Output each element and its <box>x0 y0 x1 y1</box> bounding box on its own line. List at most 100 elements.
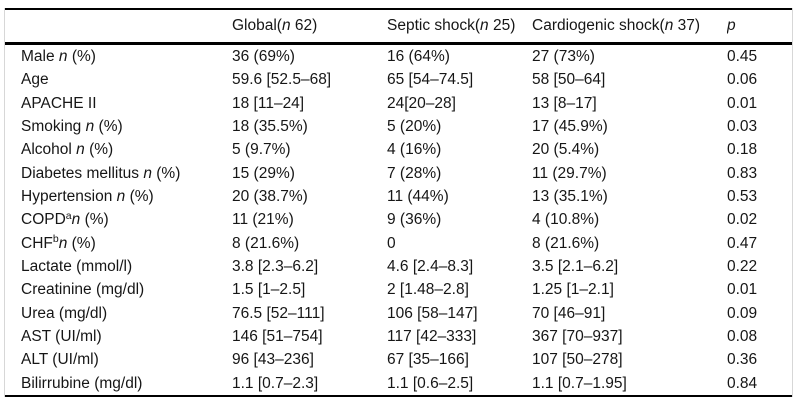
cell-septic-shock: 5 (20%) <box>387 118 442 136</box>
row-label: Urea (mg/dl) <box>5 302 232 325</box>
header-global: Global(n 62) <box>232 9 387 45</box>
cell-septic-shock: 7 (28%) <box>387 164 442 182</box>
cell-p-value: 0.84 <box>727 374 758 392</box>
row-label-text: AST (UI/ml) <box>21 328 102 346</box>
cell-septic-shock: 2 [1.48–2.8] <box>387 281 469 299</box>
row-label-n: n <box>76 141 85 159</box>
row-label-n: n <box>58 234 68 252</box>
header-septic-n: n <box>480 17 489 34</box>
row-label: ALT (UI/ml) <box>5 348 232 371</box>
cell-p-value: 0.03 <box>727 118 758 136</box>
cell-p-value: 0.83 <box>727 164 758 182</box>
table-frame: Global(n 62) Septic shock(n 25) Cardioge… <box>4 8 793 398</box>
header-cardiogenic-text: Cardiogenic shock( <box>532 17 665 34</box>
cell-p-value: 0.08 <box>727 328 758 346</box>
row-label-suffix: (%) <box>125 188 154 206</box>
table-row: Bilirrubine (mg/dl) 1.1 [0.7–2.3] 1.1 [0… <box>5 372 792 396</box>
patient-characteristics-table: Global(n 62) Septic shock(n 25) Cardioge… <box>5 8 792 398</box>
cell-septic-shock: 24[20–28] <box>387 94 456 112</box>
table-row: Lactate (mmol/l) 3.8 [2.3–6.2] 4.6 [2.4–… <box>5 255 792 278</box>
row-label: Diabetes mellitus n (%) <box>5 162 232 185</box>
header-septic-count: 25) <box>488 17 516 34</box>
row-label-n: n <box>58 48 68 65</box>
table-row: Creatinine (mg/dl) 1.5 [1–2.5] 2 [1.48–2… <box>5 278 792 301</box>
cell-cardiogenic-shock: 367 [70–937] <box>532 328 623 346</box>
cell-septic-shock: 117 [42–333] <box>387 328 477 346</box>
row-label-text: CHF <box>21 234 53 252</box>
cell-cardiogenic-shock: 17 (45.9%) <box>532 118 608 136</box>
cell-septic-shock: 11 (44%) <box>387 188 449 206</box>
header-cardiogenic-count: 37) <box>673 17 701 34</box>
row-label-n: n <box>71 211 81 229</box>
row-label: Alcohol n (%) <box>5 138 232 161</box>
header-global-n: n <box>281 17 291 34</box>
header-global-text: Global( <box>232 17 282 34</box>
cell-septic-shock: 4 (16%) <box>387 141 442 159</box>
cell-cardiogenic-shock: 107 [50–278] <box>532 351 623 369</box>
row-label-text: Alcohol <box>21 141 77 159</box>
cell-cardiogenic-shock: 58 [50–64] <box>532 71 606 89</box>
header-p-value: p <box>727 9 792 45</box>
cell-cardiogenic-shock: 1.25 [1–2.1] <box>532 281 614 299</box>
row-label-suffix: (%) <box>67 234 96 252</box>
cell-p-value: 0.01 <box>727 281 758 299</box>
row-label-text: Hypertension <box>21 188 117 206</box>
cell-global: 5 (9.7%) <box>232 141 291 159</box>
cell-global: 15 (29%) <box>232 164 295 182</box>
header-global-count: 62) <box>290 17 318 34</box>
row-label: Bilirrubine (mg/dl) <box>5 372 232 396</box>
header-septic-text: Septic shock( <box>387 17 481 34</box>
cell-cardiogenic-shock: 13 (35.1%) <box>532 188 608 206</box>
table-row: CHFbn (%) 8 (21.6%) 0 8 (21.6%) 0.47 <box>5 232 792 255</box>
cell-global: 11 (21%) <box>232 211 294 229</box>
table-row: AST (UI/ml) 146 [51–754] 117 [42–333] 36… <box>5 325 792 348</box>
cell-septic-shock: 16 (64%) <box>387 48 450 65</box>
cell-global: 3.8 [2.3–6.2] <box>232 258 319 276</box>
cell-p-value: 0.22 <box>727 258 758 276</box>
cell-cardiogenic-shock: 4 (10.8%) <box>532 211 600 229</box>
cell-global: 146 [51–754] <box>232 328 323 346</box>
cell-cardiogenic-shock: 20 (5.4%) <box>532 141 600 159</box>
cell-septic-shock: 106 [58–147] <box>387 304 478 322</box>
header-p-label: p <box>727 17 736 34</box>
row-label-footnote-marker: a <box>65 209 72 222</box>
row-label-suffix: (%) <box>67 48 96 65</box>
cell-global: 36 (69%) <box>232 48 295 65</box>
row-label-text: Smoking <box>21 118 86 136</box>
cell-global: 18 (35.5%) <box>232 118 308 136</box>
row-label-suffix: (%) <box>151 164 181 182</box>
cell-cardiogenic-shock: 70 [46–91] <box>532 304 606 322</box>
cell-global: 59.6 [52.5–68] <box>232 71 332 89</box>
table-row: Alcohol n (%) 5 (9.7%) 4 (16%) 20 (5.4%)… <box>5 138 792 161</box>
table-header: Global(n 62) Septic shock(n 25) Cardioge… <box>5 9 792 45</box>
row-label-text: Lactate (mmol/l) <box>21 258 133 276</box>
header-cardiogenic-n: n <box>664 17 674 34</box>
table-row: Smoking n (%) 18 (35.5%) 5 (20%) 17 (45.… <box>5 115 792 138</box>
cell-p-value: 0.01 <box>727 94 758 112</box>
table-row: APACHE II 18 [11–24] 24[20–28] 13 [8–17]… <box>5 92 792 115</box>
table-row: Urea (mg/dl) 76.5 [52–111] 106 [58–147] … <box>5 302 792 325</box>
cell-p-value: 0.09 <box>727 304 758 322</box>
cell-cardiogenic-shock: 13 [8–17] <box>532 94 597 112</box>
cell-septic-shock: 67 [35–166] <box>387 351 469 369</box>
cell-global: 1.1 [0.7–2.3] <box>232 374 319 392</box>
table-row: Diabetes mellitus n (%) 15 (29%) 7 (28%)… <box>5 162 792 185</box>
header-row: Global(n 62) Septic shock(n 25) Cardioge… <box>5 9 792 45</box>
row-label: Hypertension n (%) <box>5 185 232 208</box>
header-cardiogenic-shock: Cardiogenic shock(n 37) <box>532 9 727 45</box>
cell-global: 76.5 [52–111] <box>232 304 325 322</box>
cell-p-value: 0.18 <box>727 141 758 159</box>
row-label: CHFbn (%) <box>5 232 232 255</box>
table-body: Male n (%) 36 (69%) 16 (64%) 27 (73%) 0.… <box>5 44 792 397</box>
row-label: APACHE II <box>5 92 232 115</box>
row-label-text: Urea (mg/dl) <box>21 304 108 322</box>
row-label: Smoking n (%) <box>5 115 232 138</box>
cell-global: 18 [11–24] <box>232 94 305 112</box>
cell-p-value: 0.06 <box>727 71 758 89</box>
row-label-text: Age <box>21 71 49 89</box>
row-label-text: Bilirrubine (mg/dl) <box>21 374 143 392</box>
cell-p-value: 0.36 <box>727 351 758 369</box>
cell-global: 8 (21.6%) <box>232 234 300 252</box>
row-label-text: APACHE II <box>21 94 97 112</box>
table-row: Hypertension n (%) 20 (38.7%) 11 (44%) 1… <box>5 185 792 208</box>
